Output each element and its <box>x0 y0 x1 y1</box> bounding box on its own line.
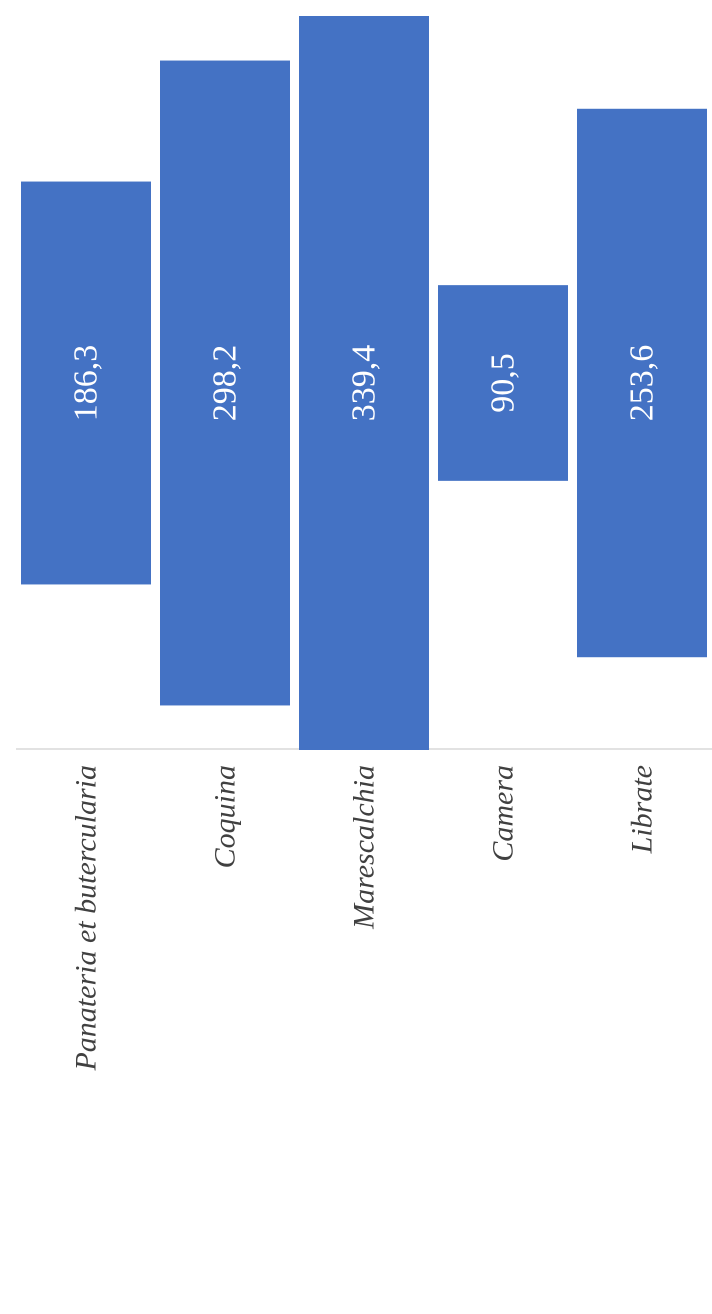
labels-group: 186,3 Panateria et butercularia 298,2 Coqui… <box>68 345 661 1072</box>
bar-librate <box>577 108 707 658</box>
data-label-panateria-et-butercularia: 186,3 <box>68 345 105 422</box>
bar-camera <box>438 285 568 481</box>
category-label-marescalchia: Marescalchia <box>348 765 381 930</box>
category-label-camera: Camera <box>487 765 520 862</box>
category-label-panateria-et-butercularia: Panateria et butercularia <box>70 765 103 1072</box>
bar-panateria-et-butercularia <box>21 181 151 585</box>
data-label-coquina: 298,2 <box>207 345 244 422</box>
bars-group <box>21 16 707 750</box>
data-label-marescalchia: 339,4 <box>346 345 383 422</box>
bar-marescalchia <box>299 16 429 750</box>
category-label-librate: Librate <box>626 765 659 854</box>
data-label-librate: 253,6 <box>624 345 661 422</box>
data-label-camera: 90,5 <box>485 353 522 413</box>
bar-coquina <box>160 60 290 706</box>
category-label-coquina: Coquina <box>209 765 242 868</box>
